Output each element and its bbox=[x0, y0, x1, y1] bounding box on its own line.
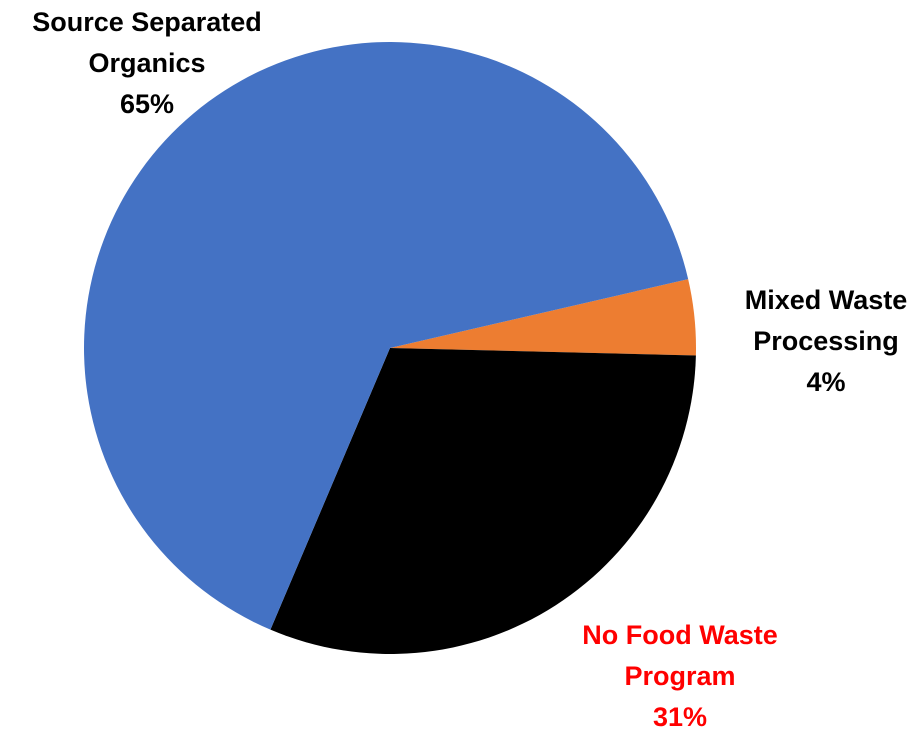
pie-slice-1 bbox=[390, 279, 697, 356]
pie-slices bbox=[84, 41, 697, 654]
slice-name-label: Source Separated bbox=[32, 7, 262, 37]
pie-slice-3 bbox=[84, 41, 689, 630]
slice-label-1: Mixed Waste Processing 4% bbox=[745, 285, 908, 397]
slice-percent-label: 65% bbox=[120, 89, 174, 119]
slice-name-label: Program bbox=[624, 661, 735, 691]
slice-label-2: No Food Waste Program 31% bbox=[582, 620, 778, 732]
slice-name-label: Processing bbox=[753, 326, 899, 356]
slice-percent-label: 31% bbox=[653, 702, 707, 732]
slice-name-label: Organics bbox=[88, 48, 205, 78]
pie-slice-2 bbox=[270, 348, 696, 654]
slice-name-label: No Food Waste bbox=[582, 620, 778, 650]
pie-labels: Mixed Waste Processing 4% No Food Waste Prog… bbox=[32, 7, 907, 732]
slice-label-3: Source Separated Organics 65% bbox=[32, 7, 262, 119]
slice-name-label: Mixed Waste bbox=[745, 285, 908, 315]
slice-percent-label: 4% bbox=[806, 367, 845, 397]
